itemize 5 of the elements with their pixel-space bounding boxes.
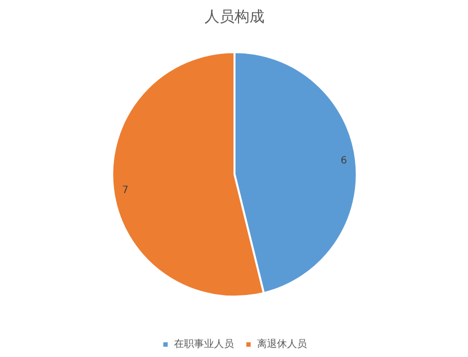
legend-label: 离退休人员 <box>257 338 307 351</box>
legend-label: 在职事业人员 <box>174 338 234 351</box>
data-label: 7 <box>122 185 128 196</box>
chart-title: 人员构成 <box>204 8 264 26</box>
data-label: 6 <box>340 156 347 167</box>
